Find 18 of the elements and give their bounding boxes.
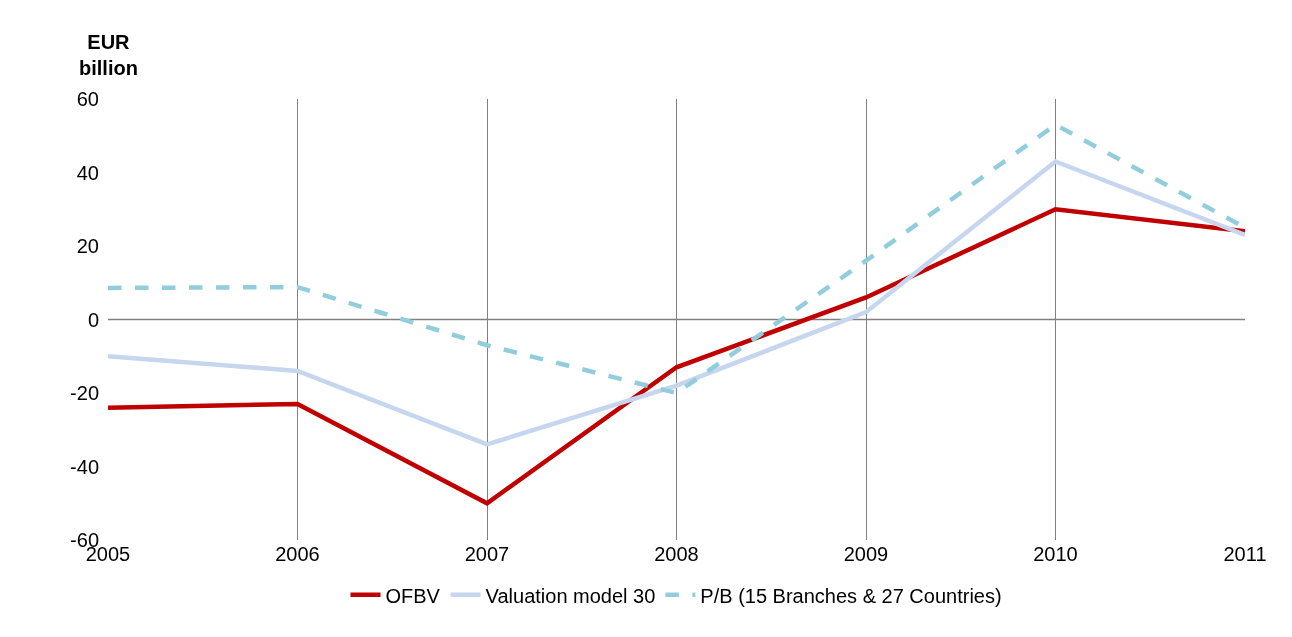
x-tick-label: 2011 xyxy=(1223,543,1267,565)
y-axis-title: EUR billion xyxy=(79,31,138,79)
x-tick-label: 2009 xyxy=(843,543,889,565)
y-tick-label: 60 xyxy=(76,88,99,110)
x-tick-label: 2008 xyxy=(654,543,699,565)
line-series xyxy=(108,159,1245,447)
y-tick-label: -40 xyxy=(70,455,99,478)
line-series xyxy=(108,207,1245,506)
legend-label: P/B (15 Branches & 27 Countries) xyxy=(700,584,1002,607)
y-tick-label: 0 xyxy=(87,308,99,331)
x-tick-label: 2010 xyxy=(1033,543,1078,565)
y-tick-label: 20 xyxy=(76,235,99,257)
x-tick-label: 2006 xyxy=(275,543,320,565)
x-tick-label: 2007 xyxy=(464,543,510,565)
legend-label: OFBV xyxy=(385,584,441,607)
legend-label: Valuation model 30 xyxy=(485,584,656,607)
y-tick-label: 40 xyxy=(76,161,99,184)
y-tick-label: -20 xyxy=(70,382,99,404)
